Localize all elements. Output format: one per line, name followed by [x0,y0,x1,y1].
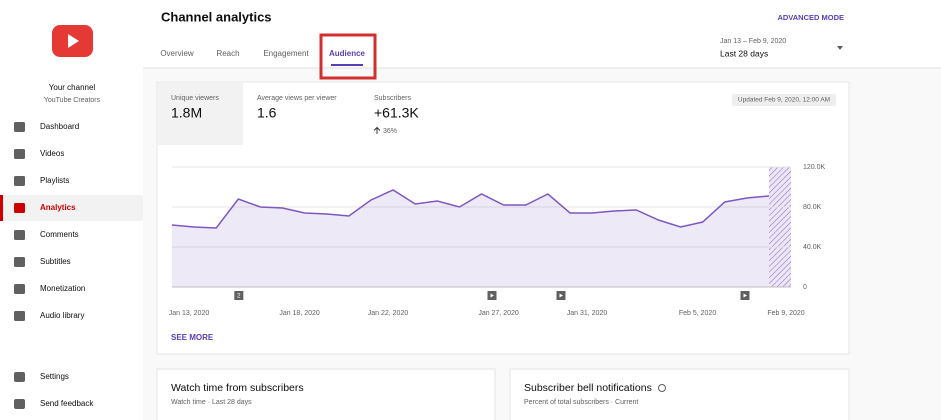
nav-icon [14,203,25,213]
card [509,368,850,420]
card-title: Subscriber bell notifications [524,382,652,394]
page-title: Channel analytics [161,9,272,24]
chart-card [156,81,850,355]
nav-item[interactable]: Playlists [40,176,69,185]
x-tick-label: Jan 22, 2020 [368,310,409,317]
nav-icon [14,372,25,382]
nav-item[interactable]: Dashboard [40,122,79,131]
active-bar [0,195,3,221]
tab[interactable]: Audience [329,49,366,58]
metric-value: 1.8M [171,105,202,121]
line [171,189,770,229]
x-tick-label: Jan 31, 2020 [567,310,608,317]
x-tick-label: Jan 27, 2020 [478,310,519,317]
info-icon[interactable] [658,384,666,392]
tab-underline [331,64,363,66]
nav-item[interactable]: Comments [40,230,79,239]
metric-value: 1.6 [257,105,277,121]
x-tick-label: Feb 5, 2020 [679,310,716,317]
y-tick-label: 120.0K [803,164,826,171]
highlight-box [319,33,377,80]
nav-item[interactable]: Subtitles [40,257,71,266]
y-tick-label: 40.0K [803,244,822,251]
selected-metric[interactable] [158,83,243,145]
period[interactable]: Last 28 days [720,48,768,58]
metric-change: 36% [383,128,397,135]
nav-item[interactable]: Videos [40,149,64,158]
nav-icon [14,122,25,132]
metric-label: Unique viewers [171,95,219,102]
card-title: Watch time from subscribers [171,382,304,394]
nav-item[interactable]: Audio library [40,311,84,320]
nav-icon [14,311,25,321]
y-tick-label: 80.0K [803,204,822,211]
metric-label: Average views per viewer [257,95,337,102]
tab[interactable]: Engagement [263,49,309,58]
y-tick-label: 0 [803,284,807,291]
video-marker-play [559,293,563,298]
see-more[interactable]: SEE MORE [171,333,214,342]
channel-title: Your channel [49,83,96,92]
video-marker-play [743,293,747,298]
nav-icon [14,257,25,267]
x-tick-label: Jan 13, 2020 [169,310,210,317]
nav-icon [14,399,25,409]
tab[interactable]: Overview [160,49,194,58]
channel-name: YouTube Creators [44,97,101,104]
updated-badge [732,94,836,106]
nav-item[interactable]: Monetization [40,284,85,293]
updated: Updated Feb 9, 2020, 12:00 AM [738,97,830,104]
tab[interactable]: Reach [216,49,239,58]
nav-item[interactable]: Settings [40,372,69,381]
nav-icon [14,230,25,240]
card-subtitle: Watch time · Last 28 days [171,399,252,406]
nav-item[interactable]: Analytics [40,203,76,212]
annotation-label[interactable]: 2 [237,293,241,300]
x-tick-label: Feb 9, 2020 [767,310,804,317]
nav-icon [14,176,25,186]
partial-period [769,167,791,287]
annotation-badge [234,291,244,300]
x-tick-label: Jan 18, 2020 [279,310,320,317]
logo-play [68,34,79,48]
card-subtitle: Percent of total subscribers · Current [524,399,638,406]
header [143,0,941,68]
card [156,368,496,420]
date-range: Jan 13 – Feb 9, 2020 [720,38,786,45]
nav-icon [14,149,25,159]
nav-item[interactable]: Send feedback [40,399,94,408]
metric-value: +61.3K [374,105,419,121]
nav-icon [14,284,25,294]
up-arrow [373,126,381,134]
advanced-mode[interactable]: ADVANCED MODE [777,13,844,22]
metric-label: Subscribers [374,95,411,102]
video-marker-play [490,293,494,298]
dropdown-caret[interactable] [837,46,843,50]
